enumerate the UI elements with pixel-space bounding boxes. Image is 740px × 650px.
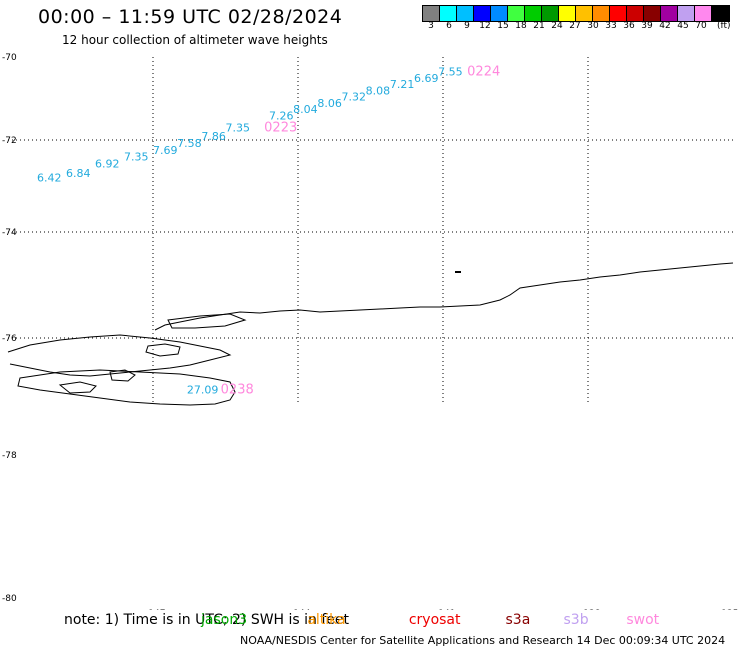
lat-tick-label: -78	[2, 451, 17, 461]
colorbar-swatch	[593, 6, 610, 21]
footer-credit: NOAA/NESDIS Center for Satellite Applica…	[240, 634, 726, 647]
time-label: 0224	[467, 65, 500, 80]
colorbar-tick-label: 45	[677, 21, 689, 31]
coastline	[7, 262, 734, 406]
colorbar-unit: (ft)	[717, 21, 731, 31]
colorbar-swatch	[474, 6, 491, 21]
colorbar-swatch	[542, 6, 559, 21]
wave-height-label: 6.42	[37, 171, 62, 184]
colorbar-swatch	[440, 6, 457, 21]
lat-tick-label: -76	[2, 334, 17, 344]
wave-height-label: 7.35	[226, 122, 251, 135]
colorbar-swatch	[457, 6, 474, 21]
colorbar-swatch	[559, 6, 576, 21]
island-3	[109, 369, 136, 382]
lon-tick-label: -135	[718, 609, 738, 610]
wave-height-label: 27.09	[187, 384, 219, 397]
colorbar-tick-label: 30	[587, 21, 599, 31]
grid-lines	[8, 57, 733, 405]
wave-height-label: 6.84	[66, 167, 91, 180]
colorbar-labels: 3 6 9 12 15 18 21 24 27 30 33 36 39 42 45 70	[422, 21, 710, 31]
colorbar-tick-label: 36	[623, 21, 635, 31]
lat-tick-label: -74	[2, 228, 17, 238]
coastline-ice-shelf	[7, 334, 232, 377]
wave-height-label: 8.06	[317, 97, 342, 110]
colorbar-swatch	[712, 6, 729, 21]
satellite-name: jason3	[201, 612, 248, 628]
colorbar-swatch	[508, 6, 525, 21]
wave-height-label: 7.32	[342, 91, 367, 104]
island-4	[58, 381, 97, 394]
satellite-name: cryosat	[408, 612, 461, 628]
longitude-labels: -150-147-144-141-138-135	[145, 609, 738, 610]
island-1	[17, 369, 236, 406]
wave-height-label: 6.69	[414, 72, 439, 85]
lat-tick-label: -70	[2, 53, 17, 63]
colorbar-swatch	[627, 6, 644, 21]
lat-tick-label: -72	[2, 136, 17, 146]
colorbar-swatch	[644, 6, 661, 21]
colorbar-tick-label: 6	[446, 21, 452, 31]
island-5	[167, 313, 247, 329]
colorbar-swatch	[610, 6, 627, 21]
coastline-main	[154, 262, 734, 331]
satellite-name: swot	[626, 612, 660, 628]
satellite-name: altika	[307, 612, 346, 628]
colorbar	[422, 5, 730, 22]
wave-height-label: 7.69	[153, 144, 178, 157]
satellite-name: s3b	[563, 612, 589, 628]
colorbar-swatch	[695, 6, 712, 21]
colorbar-tick-label: 70	[695, 21, 707, 31]
island-2	[145, 343, 181, 357]
wave-height-label: 7.58	[177, 137, 202, 150]
wave-height-label: 7.86	[201, 130, 226, 143]
time-label: 0223	[264, 121, 297, 136]
colorbar-swatch	[423, 6, 440, 21]
colorbar-swatch	[491, 6, 508, 21]
time-label: 0238	[221, 383, 254, 398]
colorbar-tick-label: 42	[659, 21, 671, 31]
page-subtitle: 12 hour collection of altimeter wave hei…	[62, 33, 328, 47]
colorbar-tick-label: 9	[464, 21, 470, 31]
colorbar-tick-label: 15	[497, 21, 509, 31]
lon-tick-label: -141	[435, 609, 455, 610]
colorbar-swatch	[576, 6, 593, 21]
colorbar-swatch	[525, 6, 542, 21]
colorbar-tick-label: 12	[479, 21, 491, 31]
colorbar-swatch	[678, 6, 695, 21]
colorbar-tick-label: 18	[515, 21, 527, 31]
lat-tick-label: -80	[2, 594, 17, 604]
colorbar-tick-label: 27	[569, 21, 581, 31]
wave-height-label: 8.04	[293, 103, 318, 116]
wave-height-label: 8.08	[366, 84, 391, 97]
lon-tick-label: -138	[580, 609, 601, 610]
latitude-labels: -70 -72 -74 -76 -78 -80	[2, 53, 17, 604]
note-text: note: 1) Time is in UTC; 2) SWH is in fe…	[64, 612, 350, 628]
wave-height-label: 7.55	[438, 66, 463, 79]
wave-height-label: 6.92	[95, 158, 120, 171]
map-panel: 6.42 6.846.927.357.697.587.867.357.26 8.04…	[2, 53, 738, 610]
lon-tick-label: -147	[145, 609, 165, 610]
wave-height-label: 7.35	[124, 151, 149, 164]
colorbar-tick-label: 39	[641, 21, 653, 31]
colorbar-swatch	[661, 6, 678, 21]
altimeter-tracks: 6.42 6.846.927.357.697.587.867.357.26 8.04…	[37, 65, 500, 398]
page-title: 00:00 – 11:59 UTC 02/28/2024	[38, 6, 343, 28]
colorbar-tick-label: 21	[533, 21, 545, 31]
colorbar-tick-label: 24	[551, 21, 563, 31]
lon-tick-label: -144	[290, 609, 311, 610]
colorbar-tick-label: 33	[605, 21, 617, 31]
colorbar-tick-label: 3	[428, 21, 434, 31]
wave-height-label: 7.26	[269, 109, 294, 122]
wave-height-label: 7.21	[390, 78, 415, 91]
satellite-name: s3a	[505, 612, 531, 628]
